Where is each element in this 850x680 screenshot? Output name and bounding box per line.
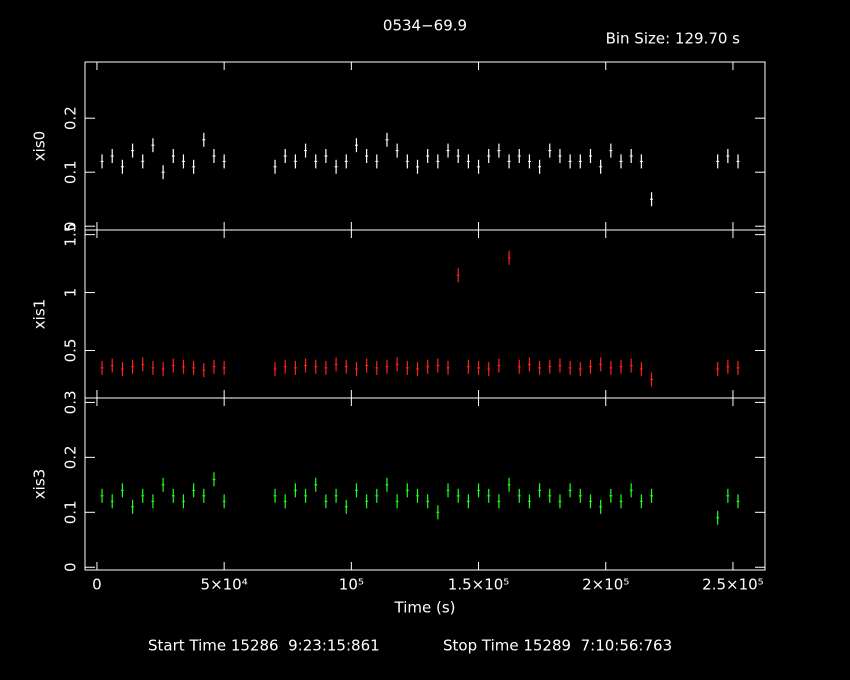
y-tick-label: 1 (62, 288, 80, 298)
y-tick-label: 0.3 (62, 390, 80, 414)
y-tick-label: 0.1 (62, 160, 80, 184)
x-axis-label: Time (s) (394, 599, 456, 617)
chart-title: 0534−69.9 (383, 17, 467, 35)
panel-frame (84, 61, 766, 231)
y-tick-label: 0.2 (62, 445, 80, 469)
x-tick-label: 2×10⁵ (582, 576, 629, 594)
y-tick-label: 0.2 (62, 106, 80, 130)
x-tick-label: 5×10⁴ (201, 576, 248, 594)
stop-time: Stop Time 15289 7:10:56:763 (443, 637, 672, 655)
y-tick-label: 0 (62, 562, 80, 572)
y-axis-label: xis0 (31, 131, 49, 161)
bin-size: Bin Size: 129.70 s (606, 30, 741, 48)
y-tick-label: 0.1 (62, 500, 80, 524)
x-tick-label: 1.5×10⁵ (448, 576, 510, 594)
x-tick-label: 0 (92, 576, 102, 594)
panel-frame (84, 229, 766, 399)
x-tick-label: 2.5×10⁵ (702, 576, 764, 594)
panel-frame (84, 397, 766, 571)
x-tick-label: 10⁵ (339, 576, 364, 594)
y-axis-label: xis1 (31, 299, 49, 329)
y-tick-label: 1.5 (62, 223, 80, 247)
y-axis-label: xis3 (31, 469, 49, 499)
start-time: Start Time 15286 9:23:15:861 (148, 637, 380, 655)
y-tick-label: 0.5 (62, 339, 80, 363)
y-tick-label: 0 (62, 221, 80, 231)
